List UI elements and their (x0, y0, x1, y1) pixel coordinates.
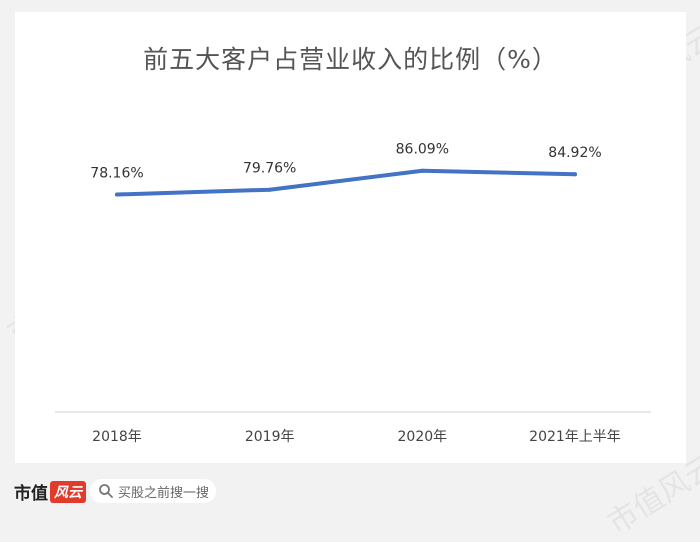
data-label: 79.76% (243, 161, 296, 177)
data-point (115, 192, 119, 197)
chart-card: 前五大客户占营业收入的比例（%） 78.16% 2018年 79.76% 2019年 8… (15, 12, 686, 463)
search-placeholder: 买股之前搜一搜 (118, 485, 210, 501)
x-tick-label: 2019年 (245, 429, 295, 445)
search-icon (99, 484, 113, 498)
data-label: 86.09% (396, 142, 449, 158)
series-line (115, 168, 577, 197)
chart-title: 前五大客户占营业收入的比例（%） (143, 45, 558, 74)
data-point (573, 172, 577, 177)
data-point (420, 168, 425, 173)
data-label: 84.92% (548, 145, 601, 161)
brand-logo: 风云 (50, 480, 86, 503)
data-label: 78.16% (90, 166, 143, 182)
data-point (267, 187, 272, 192)
line-chart: 78.16% 2018年 79.76% 2019年 86.09% 2020年 84.92% 2… (55, 142, 651, 445)
brand-name: 市值 (14, 484, 48, 504)
footer: 市值 风云 买股之前搜一搜 (0, 470, 700, 514)
x-tick-label: 2021年上半年 (529, 429, 621, 445)
x-tick-label: 2018年 (92, 429, 142, 445)
brand: 市值 风云 (14, 479, 86, 504)
search-box[interactable]: 买股之前搜一搜 (90, 479, 216, 503)
x-tick-label: 2020年 (398, 429, 448, 445)
